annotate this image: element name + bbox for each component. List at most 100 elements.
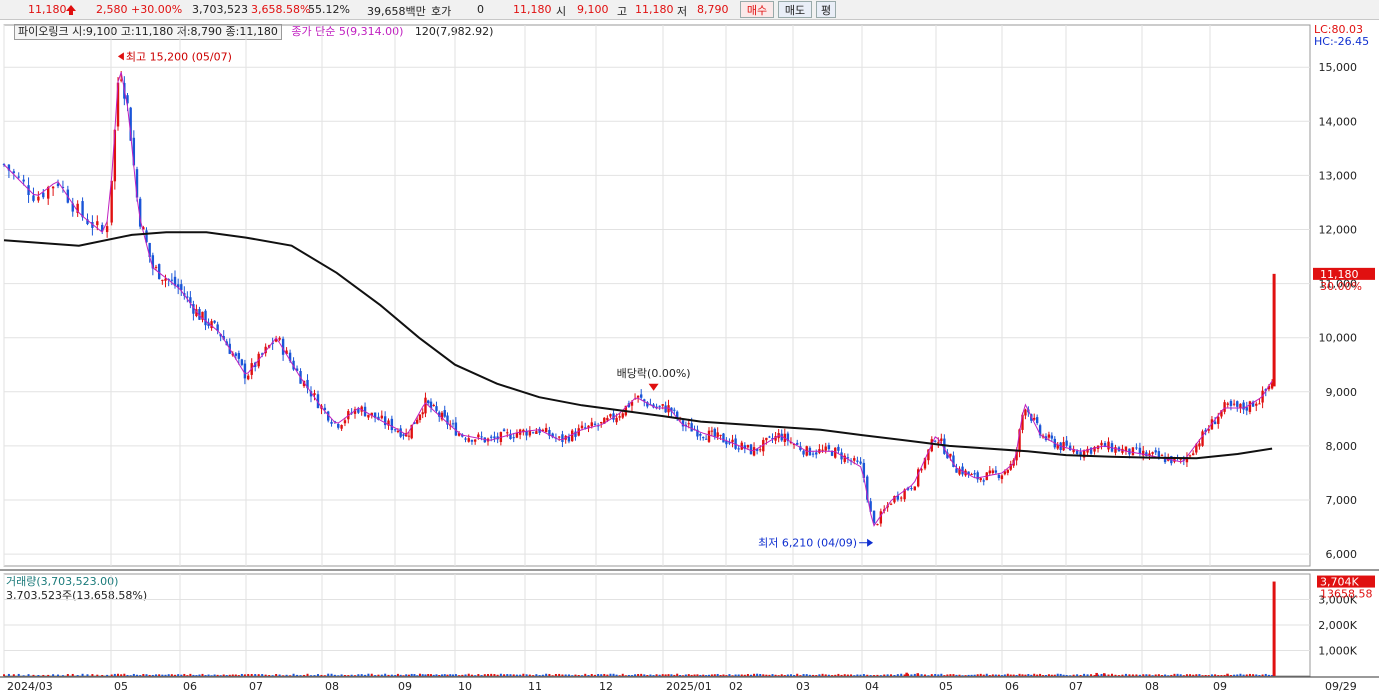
legend-header[interactable]: 파이오링크 시:9,100 고:11,180 저:8,790 종:11,180	[14, 24, 282, 40]
price-change: 2,580	[96, 3, 128, 16]
candle-body	[1024, 409, 1027, 416]
volume-bar	[225, 675, 228, 676]
candle-body	[1236, 401, 1239, 407]
volume-bar	[1107, 674, 1110, 676]
volume-bar	[91, 674, 94, 676]
candle-body	[606, 417, 609, 421]
volume-bar	[615, 674, 618, 676]
volume-bar	[1154, 674, 1157, 676]
volume-bar	[1072, 674, 1075, 676]
candle-body	[1198, 443, 1201, 447]
volume-bar	[509, 674, 512, 676]
volume-bar	[353, 675, 356, 676]
volume-bar	[862, 674, 865, 676]
candle-body	[1086, 448, 1089, 453]
volume-bar	[710, 674, 713, 676]
volume-bar	[1204, 674, 1207, 676]
volume-bar	[624, 675, 627, 676]
x-tick-label: 02	[729, 680, 743, 693]
candle-body	[811, 453, 815, 455]
candle-body	[1038, 425, 1042, 436]
ma120-line	[3, 231, 1273, 460]
volume-bar	[834, 674, 837, 676]
buy-button[interactable]: 매수	[740, 1, 774, 18]
candle-body	[815, 452, 818, 455]
volume-bar	[1271, 675, 1274, 676]
stock-chart[interactable]: 15,000 14,000 13,000 12,000 11,000 10,000 9,00…	[0, 20, 1379, 699]
volume-bar	[584, 673, 587, 676]
volume-bar	[424, 674, 427, 676]
legend-ma5[interactable]: 종가 단순 5(9,314.00)	[291, 25, 404, 38]
candle-body	[528, 430, 532, 436]
volume-bar	[1195, 674, 1198, 676]
volume-bar	[661, 674, 664, 676]
volume-bar	[590, 673, 593, 676]
dividend-annotation: 배당락(0.00%)	[617, 367, 691, 380]
candle-body	[207, 322, 210, 326]
last-price-box	[1313, 267, 1375, 280]
volume-bar	[106, 674, 109, 676]
candle-body	[1157, 451, 1161, 458]
volume-bar	[132, 673, 135, 676]
candle-body	[743, 445, 747, 449]
candle-body	[661, 404, 664, 406]
volume-bar	[783, 675, 786, 676]
candle-body	[646, 402, 649, 407]
candle-body	[603, 417, 606, 424]
candle-body	[396, 430, 400, 432]
hoga-current: 11,180	[513, 3, 552, 16]
candle-body	[837, 446, 840, 451]
x-tick-label: 05	[114, 680, 128, 693]
volume-bar	[3, 674, 5, 676]
last-volume-pct-label: 13658.58	[1320, 588, 1373, 601]
candle-body	[600, 422, 603, 424]
candle-body	[393, 429, 397, 431]
price-pane-frame	[3, 24, 1311, 567]
candle-body	[170, 279, 174, 281]
candle-body	[949, 453, 952, 457]
candle-body	[1103, 443, 1107, 448]
x-tick-label: 06	[183, 680, 197, 693]
candle-body	[768, 436, 771, 438]
x-tick-label: 11	[528, 680, 542, 693]
volume-bar	[681, 675, 684, 676]
candle-body	[765, 437, 768, 441]
volume-bar	[1018, 673, 1021, 676]
volume-bar	[480, 675, 483, 676]
candle-body	[675, 411, 679, 419]
volume-bar	[893, 674, 896, 676]
candle-body	[416, 419, 419, 424]
low-value: 8,790	[697, 3, 729, 16]
candle-body	[557, 436, 561, 438]
candle-body	[413, 422, 416, 424]
candle-body	[1232, 403, 1236, 405]
candle-body	[234, 353, 238, 356]
volume-bar	[343, 675, 346, 676]
candle-body	[955, 468, 958, 473]
volume-bar	[896, 674, 899, 676]
eval-button[interactable]: 평	[816, 1, 836, 18]
volume-legend-title[interactable]: 거래량(3,703,523.00)	[6, 575, 119, 588]
volume-bar	[673, 674, 676, 676]
candle-body	[544, 427, 548, 433]
candle-body	[457, 433, 461, 436]
legend-ma120[interactable]: 120(7,982.92)	[414, 25, 494, 38]
sell-button[interactable]: 매도	[778, 1, 812, 18]
volume-bar	[12, 674, 15, 676]
volume-bar	[316, 674, 319, 676]
volume-bar	[768, 674, 771, 676]
volume-bar	[564, 674, 567, 676]
volume-bar	[637, 673, 640, 676]
volume-bar	[418, 673, 421, 676]
candle-body	[933, 440, 937, 442]
volume-bar	[201, 673, 204, 676]
candle-body	[667, 405, 670, 413]
volume-bar	[435, 674, 438, 676]
candle-body	[876, 524, 879, 526]
candle-body	[786, 433, 790, 442]
volume-bar	[551, 675, 554, 676]
candle-body	[493, 436, 496, 439]
candle-body	[81, 201, 84, 218]
candle-body	[399, 428, 402, 437]
volume-bar	[866, 674, 869, 676]
